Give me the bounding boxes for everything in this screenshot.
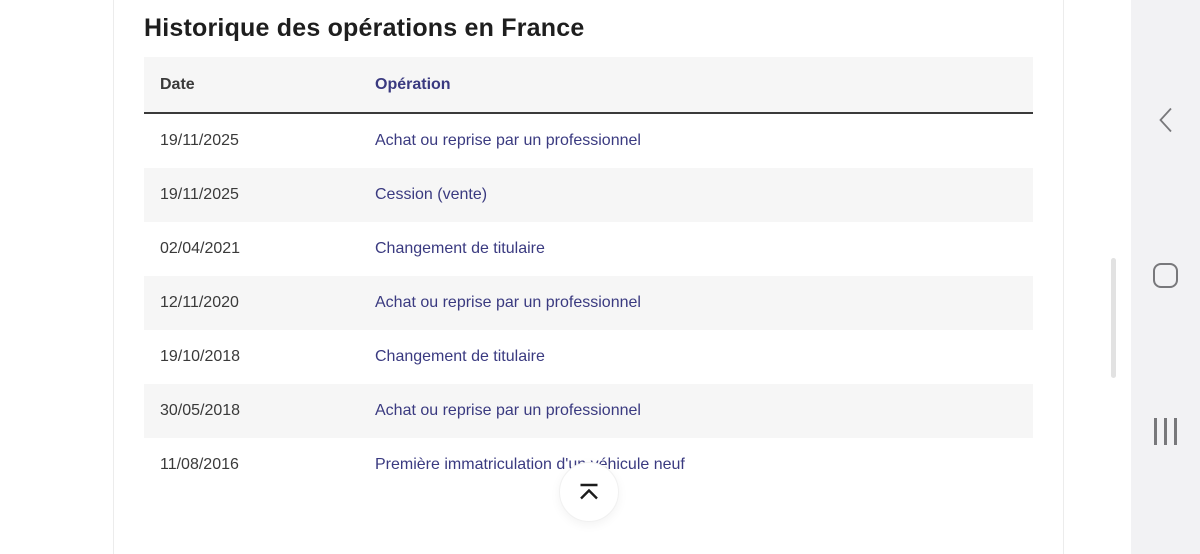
page-content: Historique des opérations en France Date… [113, 0, 1064, 554]
vertical-scrollbar[interactable] [1111, 258, 1116, 378]
nav-back-button[interactable] [1142, 96, 1190, 144]
date-cell: 19/11/2025 [160, 186, 239, 203]
operation-cell: Achat ou reprise par un professionnel [375, 294, 641, 311]
table-row: 02/04/2021 Changement de titulaire [144, 222, 1033, 276]
table-body: 19/11/2025 Achat ou reprise par un profes… [144, 114, 1033, 492]
nav-recents-button[interactable] [1142, 407, 1190, 455]
date-cell: 11/08/2016 [160, 456, 239, 473]
operation-cell: Achat ou reprise par un professionnel [375, 402, 641, 419]
home-icon [1153, 262, 1178, 288]
operation-cell: Achat ou reprise par un professionnel [375, 132, 641, 149]
table-row: 12/11/2020 Achat ou reprise par un profes… [144, 276, 1033, 330]
column-header-date: Date [160, 75, 195, 93]
date-cell: 12/11/2020 [160, 294, 239, 311]
nav-home-button[interactable] [1142, 251, 1190, 299]
date-cell: 19/10/2018 [160, 348, 241, 365]
date-cell: 30/05/2018 [160, 402, 241, 419]
recents-icon [1154, 417, 1177, 445]
back-to-top-button[interactable] [559, 462, 619, 522]
table-row: 19/11/2025 Achat ou reprise par un profes… [144, 114, 1033, 168]
operation-cell: Cession (vente) [375, 186, 488, 203]
table-row: 30/05/2018 Achat ou reprise par un profes… [144, 384, 1033, 438]
table-header-row: Date Opération [144, 57, 1033, 114]
back-chevron-icon [1155, 105, 1177, 135]
date-cell: 19/11/2025 [160, 132, 239, 149]
operation-cell: Changement de titulaire [375, 240, 545, 257]
operations-table: Date Opération 19/11/2025 Achat ou repris… [144, 57, 1033, 492]
operation-cell: Changement de titulaire [375, 348, 545, 365]
table-row: 19/10/2018 Changement de titulaire [144, 330, 1033, 384]
scroll-to-top-icon [576, 480, 602, 504]
column-header-operation: Opération [375, 75, 451, 93]
operation-cell: Première immatriculation d'un véhicule n… [375, 456, 685, 473]
date-cell: 02/04/2021 [160, 240, 241, 257]
table-row: 19/11/2025 Cession (vente) [144, 168, 1033, 222]
page-title: Historique des opérations en France [144, 14, 585, 42]
android-nav-bar [1131, 0, 1200, 554]
